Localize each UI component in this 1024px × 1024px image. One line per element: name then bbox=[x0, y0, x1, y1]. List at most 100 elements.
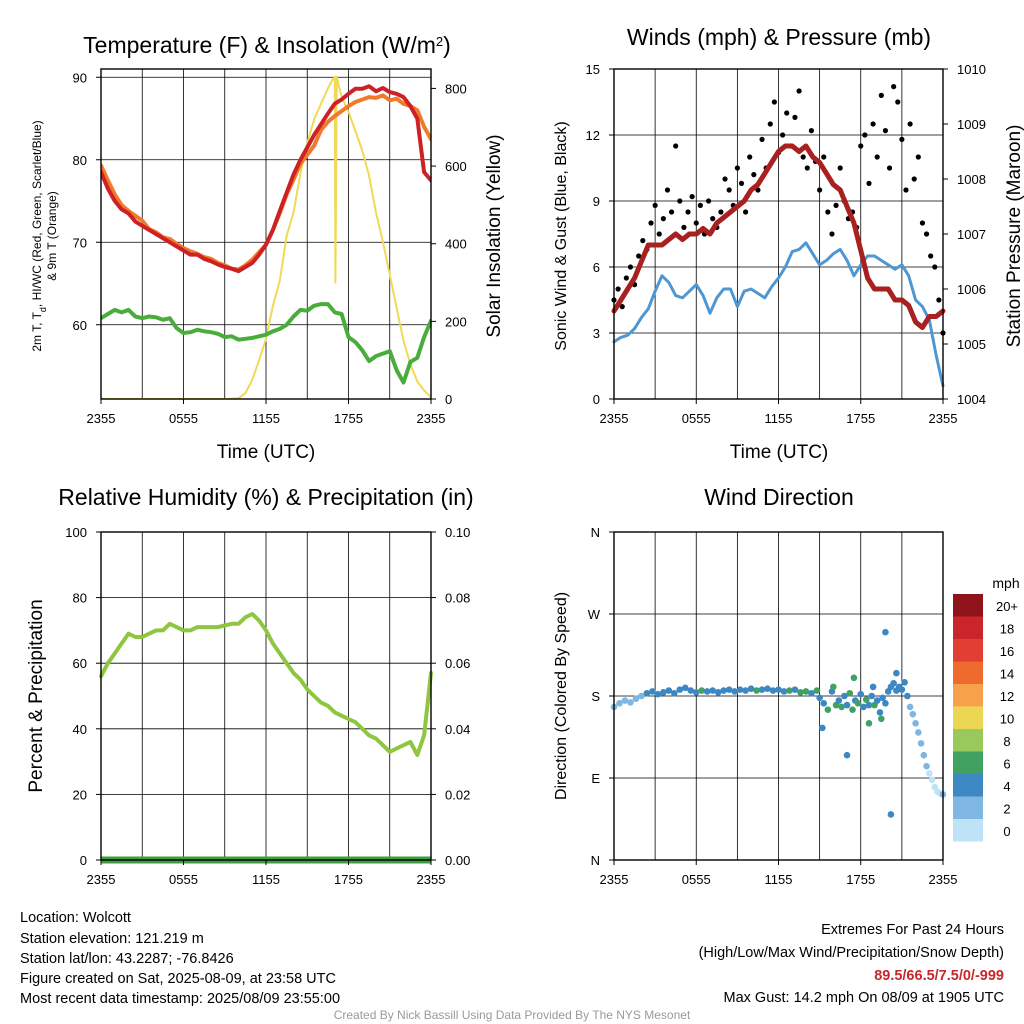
wind-direction-point bbox=[890, 679, 897, 687]
rh-y-tick-label: 20 bbox=[73, 787, 87, 802]
speed-legend-swatch bbox=[953, 639, 983, 662]
insolation-y2-tick-label: 800 bbox=[445, 81, 467, 96]
speed-legend-swatch bbox=[953, 819, 983, 842]
gust-point bbox=[821, 154, 827, 160]
wind-direction-point bbox=[887, 811, 895, 818]
wind-series bbox=[611, 84, 946, 388]
gust-point bbox=[693, 220, 699, 226]
gust-point bbox=[862, 132, 868, 138]
wind-direction-point bbox=[720, 687, 727, 694]
wind-direction-point bbox=[906, 703, 914, 711]
speed-legend-swatch bbox=[953, 706, 983, 729]
temp-y-tick-label: 80 bbox=[73, 153, 87, 168]
gust-point bbox=[619, 304, 625, 310]
rh-y-tick-label: 40 bbox=[73, 722, 87, 737]
gust-point bbox=[858, 143, 864, 149]
insolation-y2-tick-label: 400 bbox=[445, 237, 467, 252]
speed-legend-label: 16 bbox=[1000, 644, 1014, 659]
gust-point bbox=[915, 154, 921, 160]
temp-x-tick-label: 0555 bbox=[169, 411, 198, 426]
rh-y-axis-label: Percent & Precipitation bbox=[26, 599, 47, 792]
wdir-chart: 2355 0555 1155 1755 2355NESWN20+181614121086… bbox=[588, 525, 1018, 887]
wind-direction-point bbox=[698, 687, 706, 694]
insolation-y2-tick-label: 600 bbox=[445, 159, 467, 174]
rh-chart: 2355 0555 1155 1755 23550204060801000.000.02… bbox=[65, 525, 470, 887]
rh-line bbox=[99, 612, 433, 757]
wind-direction-point bbox=[920, 751, 928, 759]
wind-direction-point bbox=[841, 692, 848, 700]
gust-point bbox=[870, 121, 876, 127]
wind-direction-point bbox=[692, 689, 700, 696]
speed-legend-swatch bbox=[953, 774, 983, 797]
gust-point bbox=[886, 165, 893, 171]
wind-direction-point bbox=[621, 697, 629, 704]
temp-y-axis-label: 2m T, Td, HI/WC (Red, Green, Scarlet/Blu… bbox=[30, 120, 48, 351]
wind-y-tick-label: 6 bbox=[593, 260, 600, 275]
gust-point bbox=[882, 128, 889, 134]
rh-x-tick-label: 2355 bbox=[417, 872, 446, 887]
speed-legend-swatch bbox=[953, 729, 983, 752]
speed-legend-label: 20+ bbox=[996, 599, 1018, 614]
gust-point bbox=[771, 99, 777, 105]
wind-direction-point bbox=[808, 689, 815, 697]
gust-point bbox=[825, 209, 831, 215]
wind-y-axis-label: Sonic Wind & Gust (Blue, Black) bbox=[553, 121, 570, 350]
wdir-x-tick-label: 2355 bbox=[600, 872, 629, 887]
wind-direction-point bbox=[865, 720, 873, 727]
wind-direction-point bbox=[725, 686, 733, 693]
figure-created: Figure created on Sat, 2025-08-09, at 23… bbox=[20, 971, 336, 987]
wind-direction-point bbox=[869, 683, 877, 691]
gust-point bbox=[677, 198, 683, 204]
extremes-values: 89.5/66.5/7.5/0/-999 bbox=[874, 968, 1004, 984]
pressure-line bbox=[611, 143, 946, 330]
wind-direction-point bbox=[849, 706, 856, 713]
wind-direction-point bbox=[791, 686, 799, 693]
pressure-y2-tick-label: 1006 bbox=[957, 282, 986, 297]
gust-point bbox=[747, 154, 753, 160]
wind-direction-point bbox=[816, 694, 823, 702]
wind-direction-point bbox=[904, 692, 911, 700]
temp-chart: 2355 0555 1155 1755 2355 60 70 80 90 0 200 400 600 80… bbox=[73, 68, 467, 426]
wind-direction-point bbox=[797, 689, 804, 696]
wind-direction-point bbox=[912, 720, 919, 727]
wind-direction-point bbox=[676, 686, 684, 693]
rh-x-tick-label: 1755 bbox=[334, 872, 363, 887]
temp-y-tick-label: 60 bbox=[73, 318, 87, 333]
wind-direction-point bbox=[627, 699, 634, 706]
gust-point bbox=[648, 220, 654, 226]
gust-point bbox=[726, 187, 732, 193]
gust-point bbox=[800, 154, 806, 160]
wind-direction-point bbox=[854, 699, 862, 707]
gust-point bbox=[817, 187, 823, 193]
insolation-y-axis-label: Solar Insolation (Yellow) bbox=[484, 134, 505, 337]
wind-direction-point bbox=[649, 688, 656, 695]
wind-x-tick-label: 0555 bbox=[682, 411, 711, 426]
temp-y-tick-label: 90 bbox=[73, 70, 87, 85]
gust-point bbox=[808, 128, 815, 134]
gust-point bbox=[656, 231, 662, 237]
wind-speed-line bbox=[612, 241, 945, 388]
wind-x-tick-label: 2355 bbox=[600, 411, 629, 426]
temp-x-tick-label: 1755 bbox=[334, 411, 363, 426]
wind-direction-point bbox=[616, 699, 623, 707]
max-gust: Max Gust: 14.2 mph On 08/09 at 1905 UTC bbox=[724, 990, 1004, 1006]
wind-direction-point bbox=[928, 776, 936, 784]
extremes-subtitle: (High/Low/Max Wind/Precipitation/Snow De… bbox=[699, 945, 1004, 961]
pressure-y-axis-label: Station Pressure (Maroon) bbox=[1004, 125, 1024, 348]
extremes-info: Extremes For Past 24 Hours (High/Low/Max… bbox=[699, 922, 1004, 1006]
gust-point bbox=[734, 165, 740, 171]
wind-direction-point bbox=[835, 697, 843, 704]
speed-legend-label: 4 bbox=[1003, 779, 1010, 794]
rh-y-tick-label: 0 bbox=[80, 853, 87, 868]
speed-legend-label: 10 bbox=[1000, 712, 1014, 727]
wind-x-tick-label: 2355 bbox=[929, 411, 958, 426]
gust-point bbox=[681, 224, 687, 230]
gust-point bbox=[652, 202, 658, 208]
rh-x-tick-label: 0555 bbox=[169, 872, 198, 887]
wind-chart: 2355 0555 1155 1755 235503691215100410051006… bbox=[586, 62, 986, 426]
rh-y-tick-label: 80 bbox=[73, 591, 87, 606]
wind-x-tick-label: 1755 bbox=[846, 411, 875, 426]
wind-direction-point bbox=[775, 686, 782, 693]
wdir-y-tick-label: S bbox=[591, 689, 600, 704]
wind-direction-point bbox=[780, 688, 788, 695]
